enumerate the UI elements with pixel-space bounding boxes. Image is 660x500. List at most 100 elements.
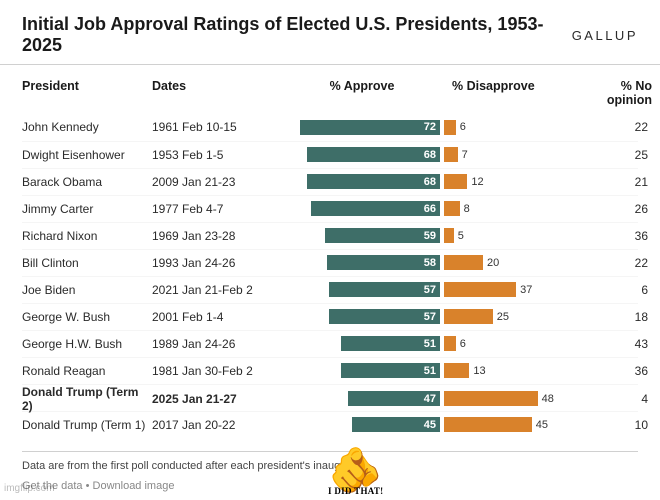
disapprove-bar-cell: 12 [442,169,592,195]
date-range: 1989 Jan 24-26 [152,337,282,351]
date-range: 2001 Feb 1-4 [152,310,282,324]
no-opinion-value: 4 [592,392,652,406]
table-row: George W. Bush2001 Feb 1-4572518 [22,303,638,330]
approve-bar: 68 [307,174,440,189]
disapprove-bar [444,174,467,189]
no-opinion-value: 36 [592,229,652,243]
no-opinion-value: 18 [592,310,652,324]
table-row: Ronald Reagan1981 Jan 30-Feb 2511336 [22,357,638,384]
date-range: 1961 Feb 10-15 [152,120,282,134]
date-range: 2009 Jan 21-23 [152,175,282,189]
date-range: 1993 Jan 24-26 [152,256,282,270]
president-name: John Kennedy [22,120,152,134]
header: Initial Job Approval Ratings of Elected … [0,0,660,65]
sticker-caption: I DID THAT! [328,487,383,496]
disapprove-value: 6 [456,121,466,133]
table-row: Donald Trump (Term 1)2017 Jan 20-2245451… [22,411,638,438]
col-dates: Dates [152,79,282,108]
no-opinion-value: 6 [592,283,652,297]
president-name: Bill Clinton [22,256,152,270]
president-name: Joe Biden [22,283,152,297]
col-president: President [22,79,152,108]
approve-bar-cell: 59 [282,223,442,249]
data-rows: John Kennedy1961 Feb 10-1572622Dwight Ei… [0,114,660,438]
disapprove-bar-cell: 37 [442,277,592,303]
brand-logo: GALLUP [572,28,638,43]
president-name: Richard Nixon [22,229,152,243]
president-name: Donald Trump (Term 2) [22,385,152,413]
no-opinion-value: 25 [592,148,652,162]
table-row: Bill Clinton1993 Jan 24-26582022 [22,249,638,276]
disapprove-bar [444,363,469,378]
no-opinion-value: 36 [592,364,652,378]
disapprove-bar [444,255,483,270]
no-opinion-value: 43 [592,337,652,351]
disapprove-value: 6 [456,338,466,350]
president-name: George H.W. Bush [22,337,152,351]
approve-bar-cell: 51 [282,331,442,357]
table-row: Dwight Eisenhower1953 Feb 1-568725 [22,141,638,168]
column-headers: President Dates % Approve % Disapprove %… [0,65,660,114]
disapprove-bar-cell: 20 [442,250,592,276]
table-row: Barack Obama2009 Jan 21-23681221 [22,168,638,195]
approve-bar: 57 [329,309,440,324]
date-range: 1977 Feb 4-7 [152,202,282,216]
disapprove-bar-cell: 8 [442,196,592,222]
disapprove-value: 13 [469,365,485,377]
table-row: Richard Nixon1969 Jan 23-2859536 [22,222,638,249]
disapprove-value: 20 [483,257,499,269]
table-row: Donald Trump (Term 2)2025 Jan 21-2747484 [22,384,638,411]
disapprove-value: 45 [532,419,548,431]
disapprove-bar-cell: 7 [442,142,592,168]
approve-bar: 59 [325,228,440,243]
disapprove-bar-cell: 6 [442,114,592,141]
president-name: Donald Trump (Term 1) [22,418,152,432]
disapprove-bar [444,417,532,432]
watermark: imgflip.com [4,483,55,494]
disapprove-value: 8 [460,203,470,215]
disapprove-bar [444,147,458,162]
president-name: Dwight Eisenhower [22,148,152,162]
approve-bar-cell: 68 [282,169,442,195]
approve-bar: 57 [329,282,440,297]
approve-bar: 47 [348,391,440,406]
disapprove-bar [444,120,456,135]
approve-bar-cell: 57 [282,277,442,303]
disapprove-value: 37 [516,284,532,296]
table-row: Joe Biden2021 Jan 21-Feb 257376 [22,276,638,303]
approve-bar: 72 [300,120,440,135]
approve-bar: 68 [307,147,440,162]
col-disapprove: % Disapprove [442,79,592,108]
disapprove-bar [444,228,454,243]
approve-bar-cell: 45 [282,412,442,438]
date-range: 2021 Jan 21-Feb 2 [152,283,282,297]
president-name: Ronald Reagan [22,364,152,378]
disapprove-bar-cell: 48 [442,385,592,413]
approve-bar: 66 [311,201,440,216]
disapprove-value: 25 [493,311,509,323]
disapprove-bar [444,309,493,324]
no-opinion-value: 22 [592,256,652,270]
approve-bar: 45 [352,417,440,432]
disapprove-bar [444,282,516,297]
no-opinion-value: 21 [592,175,652,189]
date-range: 1953 Feb 1-5 [152,148,282,162]
approve-bar-cell: 57 [282,304,442,330]
table-row: John Kennedy1961 Feb 10-1572622 [22,114,638,141]
approve-bar-cell: 58 [282,250,442,276]
approve-bar-cell: 66 [282,196,442,222]
president-name: Barack Obama [22,175,152,189]
disapprove-value: 5 [454,230,464,242]
date-range: 2017 Jan 20-22 [152,418,282,432]
no-opinion-value: 26 [592,202,652,216]
disapprove-bar-cell: 6 [442,331,592,357]
table-row: George H.W. Bush1989 Jan 24-2651643 [22,330,638,357]
chart-title: Initial Job Approval Ratings of Elected … [22,14,572,56]
disapprove-bar-cell: 45 [442,412,592,438]
date-range: 1969 Jan 23-28 [152,229,282,243]
footer-note: Data are from the first poll conducted a… [22,451,638,472]
approve-bar: 51 [341,336,440,351]
col-approve: % Approve [282,79,442,108]
disapprove-bar-cell: 25 [442,304,592,330]
col-no-opinion: % No opinion [592,79,652,108]
